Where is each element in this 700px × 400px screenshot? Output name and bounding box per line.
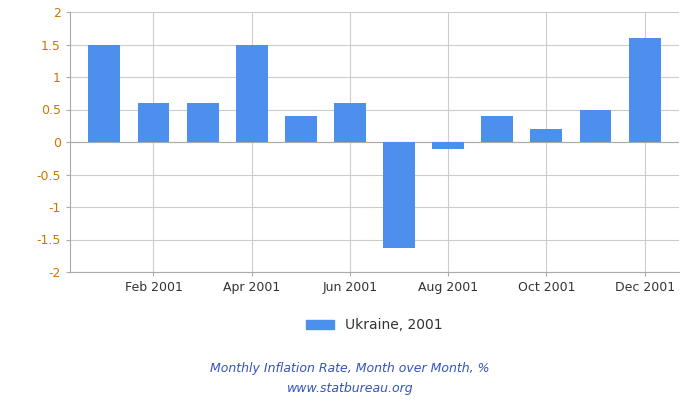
Bar [137, 103, 169, 142]
Legend: Ukraine, 2001: Ukraine, 2001 [301, 313, 448, 338]
Bar [334, 103, 366, 142]
Bar [531, 129, 562, 142]
Bar [236, 44, 267, 142]
Bar [580, 110, 612, 142]
Bar [285, 116, 317, 142]
Text: www.statbureau.org: www.statbureau.org [287, 382, 413, 395]
Bar [482, 116, 513, 142]
Bar [88, 44, 120, 142]
Bar [187, 103, 218, 142]
Bar [432, 142, 464, 148]
Text: Monthly Inflation Rate, Month over Month, %: Monthly Inflation Rate, Month over Month… [210, 362, 490, 375]
Bar [629, 38, 661, 142]
Bar [383, 142, 415, 248]
